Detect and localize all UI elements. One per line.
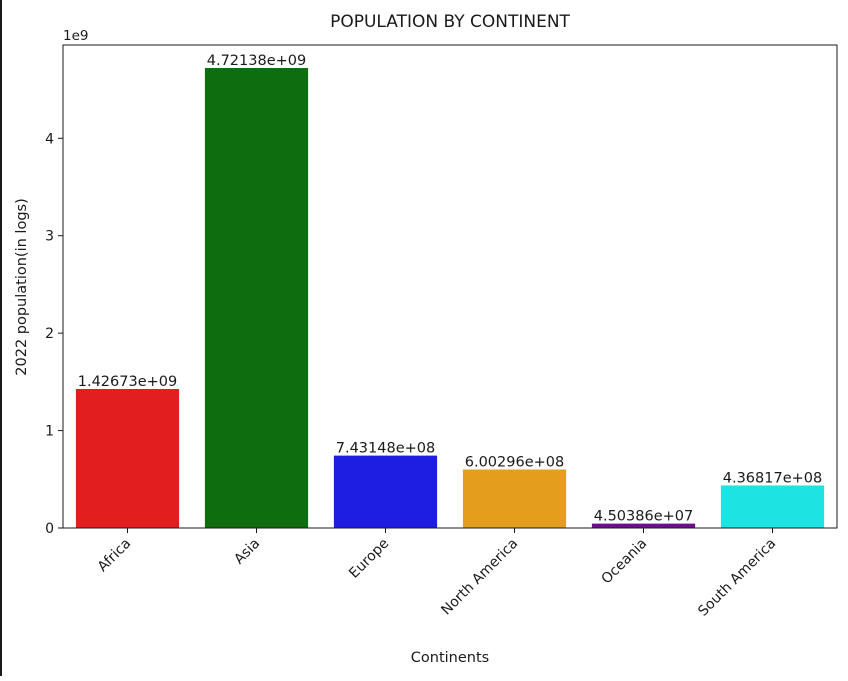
x-ticks-group: Africa Asia Europe North America Oceania Sout… (95, 528, 779, 620)
bar-africa (75, 388, 180, 528)
x-tick-label: South America (695, 536, 779, 620)
x-tick-label: Asia (231, 536, 263, 568)
bar-value-label: 4.50386e+07 (594, 509, 693, 525)
y-tick-label: 0 (45, 521, 54, 537)
x-tick-label: North America (438, 536, 521, 619)
x-axis-label: Continents (411, 650, 489, 666)
bar-south-america (720, 485, 825, 528)
y-axis-label: 2022 population(in logs) (14, 198, 30, 375)
bars-group (75, 68, 825, 528)
bar-asia (204, 68, 309, 528)
bar-value-label: 1.42673e+09 (78, 374, 177, 390)
y-tick-label: 3 (45, 229, 54, 245)
bar-north-america (462, 469, 567, 528)
bar-value-label: 6.00296e+08 (465, 455, 564, 471)
plot-frame (62, 44, 838, 529)
window-left-border (0, 0, 2, 676)
y-tick-label: 4 (45, 131, 54, 147)
y-axis-multiplier: 1e9 (63, 28, 88, 44)
bar-oceania (591, 523, 696, 528)
x-tick-label: Africa (95, 536, 135, 576)
bar-value-label: 7.43148e+08 (336, 441, 435, 457)
chart-title: POPULATION BY CONTINENT (330, 12, 570, 32)
bar-value-label: 4.72138e+09 (207, 53, 306, 69)
value-labels-group: 1.42673e+09 4.72138e+09 7.43148e+08 6.00296… (78, 53, 822, 525)
bar-value-label: 4.36817e+08 (723, 470, 822, 486)
x-tick-label: Europe (346, 536, 392, 582)
y-ticks-group: 0 1 2 3 4 (45, 131, 63, 537)
bar-europe (333, 455, 438, 528)
y-tick-label: 2 (45, 326, 54, 342)
x-tick-label: Oceania (599, 536, 651, 588)
y-tick-label: 1 (45, 424, 54, 440)
